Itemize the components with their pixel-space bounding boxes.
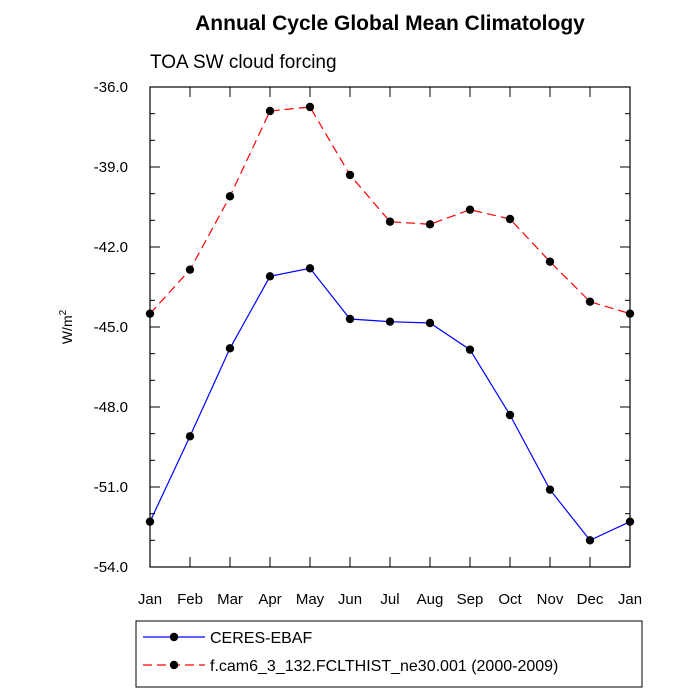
x-tick-label: Mar (217, 591, 243, 608)
legend-box (135, 620, 643, 688)
x-tick-label: Dec (577, 591, 604, 608)
y-tick-label: -54.0 (94, 559, 128, 576)
legend-label-1: f.cam6_3_132.FCLTHIST_ne30.001 (2000-200… (210, 658, 558, 675)
y-tick-label: -48.0 (94, 399, 128, 416)
data-point (465, 205, 475, 214)
series-line-1 (149, 106, 631, 315)
x-tick-label: Aug (417, 591, 444, 608)
data-point (505, 410, 515, 420)
data-point (465, 345, 475, 354)
data-point (265, 106, 275, 116)
x-tick-label: Jul (380, 591, 399, 608)
y-tick-label: -36.0 (94, 79, 128, 96)
x-tick-label: Jun (338, 591, 362, 608)
x-tick-label: Apr (258, 591, 281, 608)
legend-label-0: CERES-EBAF (210, 630, 312, 647)
y-axis-label-superscript: 2 (58, 309, 69, 315)
x-tick-label: Feb (177, 591, 203, 608)
data-point (505, 214, 515, 224)
legend-marker (169, 660, 179, 670)
data-point (225, 192, 235, 201)
x-tick-label: Sep (457, 591, 484, 608)
legend: CERES-EBAF f.cam6_3_132.FCLTHIST_ne30.001… (135, 620, 643, 688)
data-point (225, 344, 235, 353)
data-point (265, 272, 275, 281)
x-tick-label: Jan (138, 591, 162, 608)
chart-title: Annual Cycle Global Mean Climatology (195, 12, 585, 35)
series-line-0 (149, 267, 631, 542)
y-tick-label: -39.0 (94, 159, 128, 176)
data-point (425, 220, 435, 229)
x-tick-label: Jan (618, 591, 642, 608)
y-tick-label: -51.0 (94, 479, 128, 496)
data-point (185, 432, 195, 441)
data-point (185, 265, 195, 274)
data-point (585, 297, 595, 306)
data-point (545, 257, 555, 266)
y-tick-label: -45.0 (94, 319, 128, 336)
x-tick-label: Oct (498, 591, 522, 608)
y-tick-label: -42.0 (94, 239, 128, 256)
data-point (345, 314, 355, 324)
svg-text:W/m2: W/m2 (58, 309, 75, 344)
data-point (585, 536, 595, 545)
plot-frame (149, 86, 631, 568)
data-point (385, 217, 395, 226)
x-tick-label: Nov (537, 591, 564, 608)
data-point (385, 317, 395, 326)
chart-subtitle: TOA SW cloud forcing (150, 52, 337, 73)
data-point (345, 170, 355, 180)
legend-marker (169, 632, 179, 642)
data-point (545, 485, 555, 494)
data-point (425, 318, 435, 328)
data-point (305, 264, 315, 273)
data-point (305, 102, 315, 112)
x-tick-label: May (296, 591, 325, 608)
y-axis-title: W/m2 (58, 309, 75, 344)
y-axis-label: W/m (59, 315, 75, 344)
